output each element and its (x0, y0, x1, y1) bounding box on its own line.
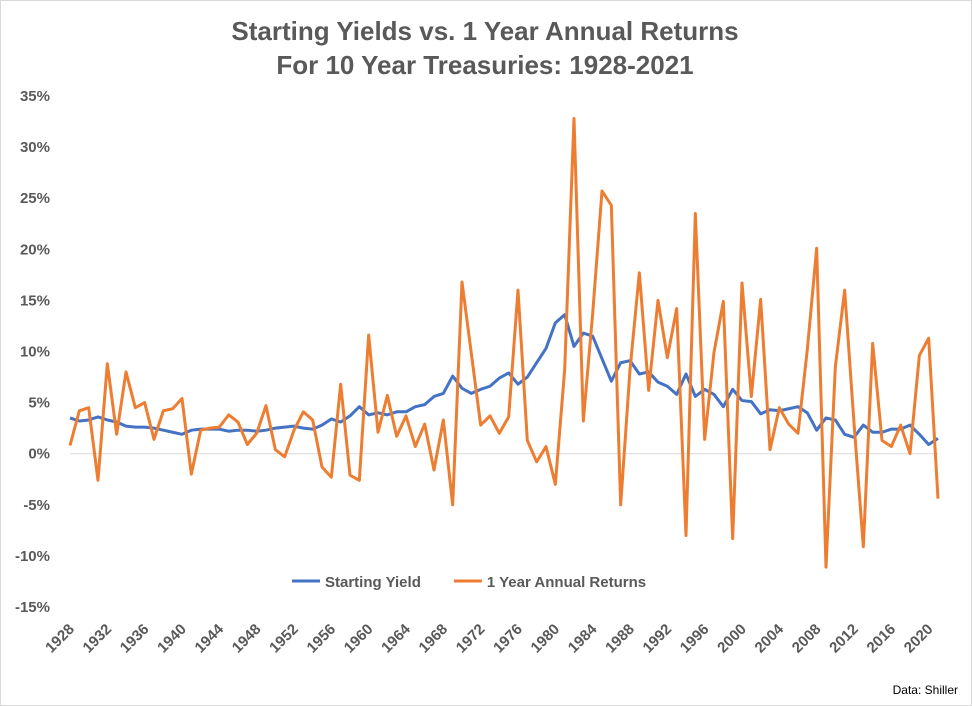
legend-label: 1 Year Annual Returns (487, 574, 646, 591)
chart-title: Starting Yields vs. 1 Year Annual Return… (231, 16, 738, 46)
y-tick-label: 15% (20, 292, 50, 309)
y-tick-label: -5% (23, 497, 50, 514)
line-series (69, 313, 939, 447)
legend-label: Starting Yield (325, 574, 421, 591)
y-tick-label: 20% (20, 241, 50, 258)
y-tick-label: 35% (20, 88, 50, 105)
y-tick-label: -15% (15, 599, 50, 616)
annotation: Data: Shiller (893, 683, 958, 697)
y-tick-label: 25% (20, 190, 50, 207)
y-tick-label: -10% (15, 548, 50, 565)
y-tick-label: 10% (20, 344, 50, 361)
y-tick-label: 5% (28, 395, 50, 412)
y-tick-label: 0% (28, 446, 50, 463)
chart-title: For 10 Year Treasuries: 1928-2021 (276, 50, 693, 80)
y-tick-label: 30% (20, 139, 50, 156)
line-series (68, 116, 940, 569)
